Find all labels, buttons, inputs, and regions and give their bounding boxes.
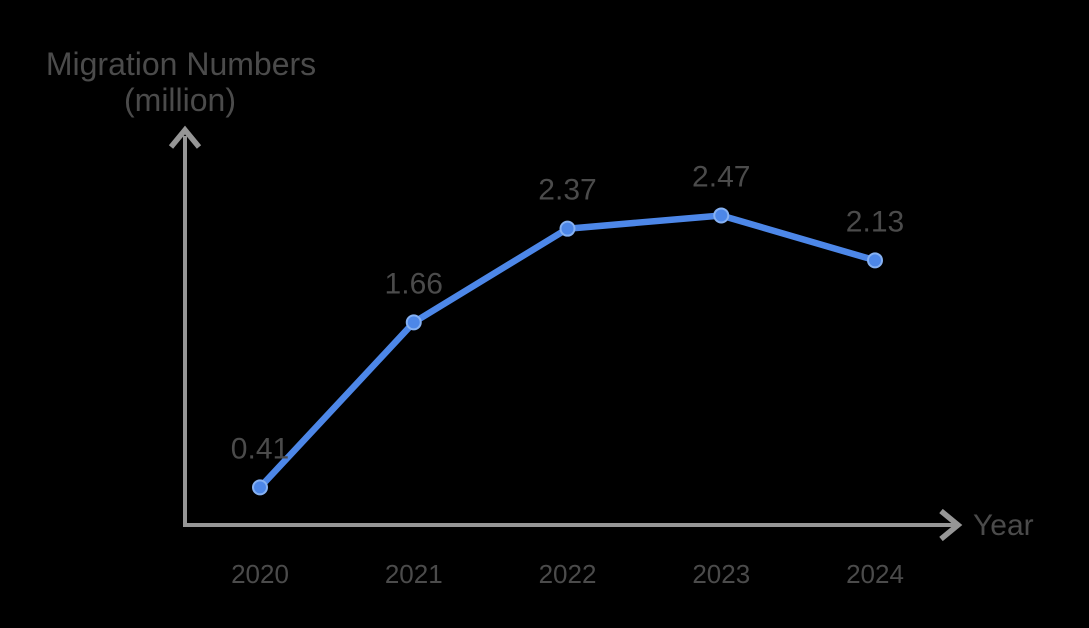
data-line	[256, 212, 879, 491]
value-labels: 0.41 1.66 2.37 2.47 2.13	[231, 160, 904, 465]
data-points	[252, 207, 883, 496]
value-label-2021: 1.66	[385, 267, 443, 300]
x-axis: Year	[183, 508, 1034, 542]
y-axis	[168, 125, 202, 527]
x-axis-label: Year	[973, 509, 1034, 542]
x-tick-label-2021: 2021	[385, 559, 443, 589]
x-tick-label-2024: 2024	[846, 559, 904, 589]
data-point-2020	[252, 479, 268, 496]
x-axis-arrowhead-icon	[939, 508, 963, 542]
data-point-2024	[867, 252, 883, 269]
value-label-2020: 0.41	[231, 432, 289, 465]
data-point-2023	[713, 207, 730, 224]
chart-title: Migration Numbers (million)	[46, 46, 316, 118]
x-tick-label-2020: 2020	[231, 559, 289, 589]
x-tick-labels: 2020 2021 2022 2023 2024	[231, 559, 904, 589]
y-axis-arrowhead-icon	[168, 125, 202, 149]
x-tick-label-2023: 2023	[692, 559, 750, 589]
data-point-2022	[559, 220, 576, 237]
chart-title-line1: Migration Numbers	[46, 46, 316, 82]
value-label-2023: 2.47	[692, 160, 750, 193]
data-point-2021	[405, 314, 422, 331]
value-label-2024: 2.13	[846, 205, 904, 238]
value-label-2022: 2.37	[538, 174, 596, 207]
x-tick-label-2022: 2022	[539, 559, 597, 589]
chart-title-line2: (million)	[124, 82, 236, 118]
